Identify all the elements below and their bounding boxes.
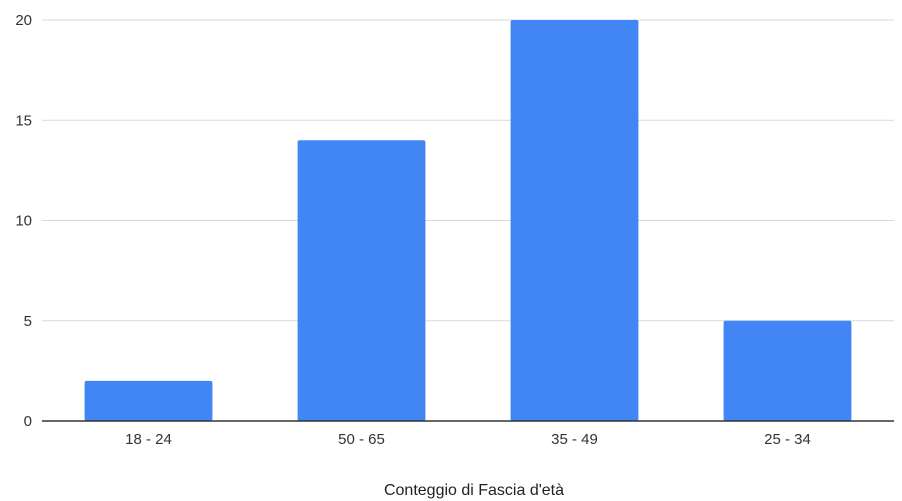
axis-layer: 0 5 10 15 20 18 - 24 50 - 65 35 - 49 25 - 34 — [15, 12, 894, 448]
grid-layer — [42, 19, 894, 322]
y-tick-label: 10 — [15, 213, 32, 230]
y-tick-label: 0 — [24, 413, 32, 430]
x-tick-label: 18 - 24 — [125, 431, 172, 448]
bar-50-65 — [297, 140, 426, 422]
y-tick-label: 15 — [15, 112, 32, 129]
bar-25-34 — [723, 320, 852, 421]
x-axis-title: Conteggio di Fascia d'età — [384, 482, 564, 499]
bar-layer — [84, 20, 852, 422]
y-tick-label: 5 — [24, 313, 32, 330]
x-tick-label: 50 - 65 — [338, 431, 385, 448]
x-tick-label: 25 - 34 — [764, 431, 811, 448]
bar-18-24 — [84, 380, 213, 421]
bar-35-49 — [510, 20, 639, 421]
y-tick-label: 20 — [15, 12, 32, 29]
x-tick-label: 35 - 49 — [551, 431, 598, 448]
